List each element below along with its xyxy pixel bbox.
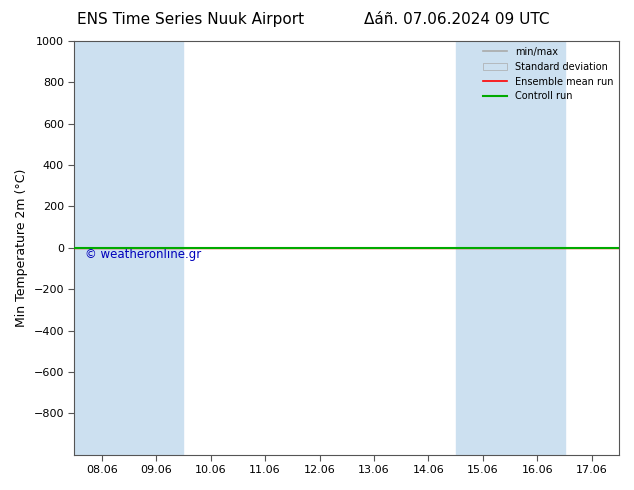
Text: © weatheronline.gr: © weatheronline.gr	[86, 248, 202, 261]
Text: Δáñ. 07.06.2024 09 UTC: Δáñ. 07.06.2024 09 UTC	[364, 12, 549, 27]
Y-axis label: Min Temperature 2m (°C): Min Temperature 2m (°C)	[15, 169, 28, 327]
Bar	[456, 41, 564, 455]
Bar	[74, 41, 183, 455]
Legend: min/max, Standard deviation, Ensemble mean run, Controll run: min/max, Standard deviation, Ensemble me…	[479, 43, 617, 105]
Text: ENS Time Series Nuuk Airport: ENS Time Series Nuuk Airport	[77, 12, 304, 27]
